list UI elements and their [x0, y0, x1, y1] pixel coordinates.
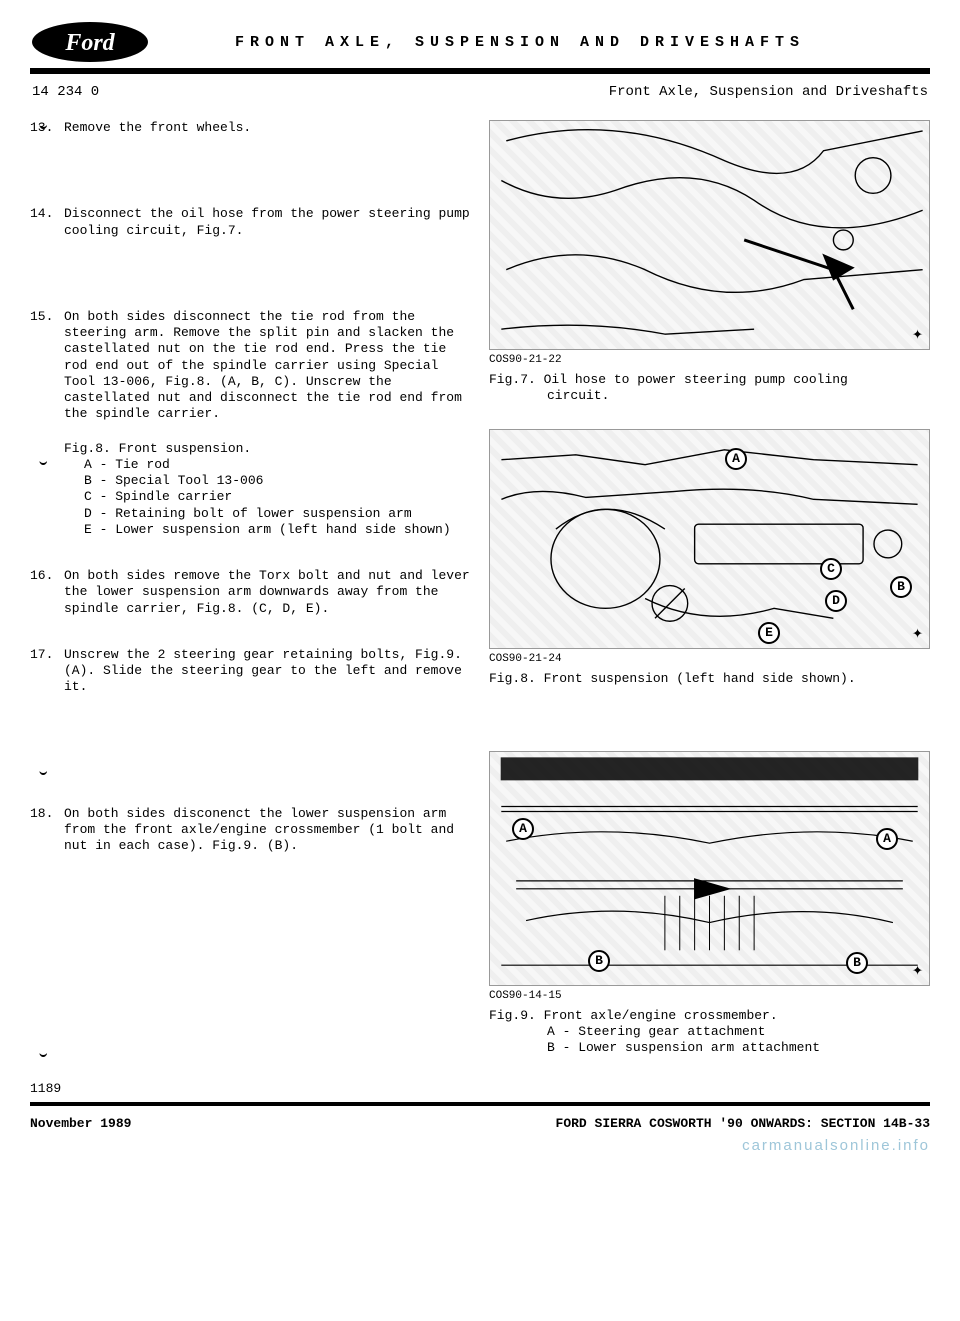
caption-lead: Fig.9. Front axle/engine crossmember.	[489, 1008, 778, 1023]
page-header: Ford FRONT AXLE, SUSPENSION AND DRIVESHA…	[30, 20, 930, 64]
step-text: Disconnect the oil hose from the power s…	[64, 206, 471, 239]
step-14: 14. Disconnect the oil hose from the pow…	[30, 206, 471, 239]
step-18: 18. On both sides disconenct the lower s…	[30, 806, 471, 855]
caption-a: A - Steering gear attachment	[489, 1024, 765, 1039]
step-13: 13. Remove the front wheels.	[30, 120, 471, 136]
legend-item-b: B - Special Tool 13-006	[64, 473, 471, 489]
label-a: A	[725, 448, 747, 470]
step-text: On both sides remove the Torx bolt and n…	[64, 568, 471, 617]
step-text: On both sides disconnect the tie rod fro…	[64, 309, 471, 423]
right-column: ✦ COS90-21-22 Fig.7. Oil hose to power s…	[489, 120, 930, 1061]
legend-item-c: C - Spindle carrier	[64, 489, 471, 505]
caption-line1: Fig.7. Oil hose to power steering pump c…	[489, 372, 848, 387]
caption-b: B - Lower suspension arm attachment	[489, 1040, 820, 1055]
figure-8-drawing	[490, 430, 929, 648]
step-number: 17.	[30, 647, 64, 696]
legend-title: Fig.8. Front suspension.	[64, 441, 471, 457]
svg-text:Ford: Ford	[64, 30, 115, 56]
step-15: 15. On both sides disconnect the tie rod…	[30, 309, 471, 423]
figure-9-caption: Fig.9. Front axle/engine crossmember. A …	[489, 1008, 930, 1057]
step-text: Unscrew the 2 steering gear retaining bo…	[64, 647, 471, 696]
fig8-legend: Fig.8. Front suspension. A - Tie rod B -…	[64, 441, 471, 539]
label-a: A	[876, 828, 898, 850]
page-code: 14 234 0	[32, 84, 99, 100]
figure-7-drawing	[490, 121, 929, 349]
binding-mark: ⌣	[39, 760, 48, 785]
label-b: B	[890, 576, 912, 598]
section-title: FRONT AXLE, SUSPENSION AND DRIVESHAFTS	[150, 34, 930, 51]
figure-9: A A B B ✦	[489, 751, 930, 986]
legend-item-e: E - Lower suspension arm (left hand side…	[64, 522, 471, 538]
binding-mark: ⌣	[39, 1042, 48, 1067]
legend-item-d: D - Retaining bolt of lower suspension a…	[64, 506, 471, 522]
ford-logo: Ford	[30, 20, 150, 64]
subheader: 14 234 0 Front Axle, Suspension and Driv…	[30, 84, 930, 100]
step-17: 17. Unscrew the 2 steering gear retainin…	[30, 647, 471, 696]
step-16: 16. On both sides remove the Torx bolt a…	[30, 568, 471, 617]
binding-mark: ⌣	[39, 450, 48, 475]
watermark: carmanualsonline.info	[30, 1137, 930, 1154]
figure-9-drawing	[490, 752, 929, 985]
figure-8-caption: Fig.8. Front suspension (left hand side …	[489, 671, 930, 687]
figure-7: ✦	[489, 120, 930, 350]
footer-date: November 1989	[30, 1116, 131, 1131]
label-b: B	[588, 950, 610, 972]
step-number: 18.	[30, 806, 64, 855]
figure-7-caption: Fig.7. Oil hose to power steering pump c…	[489, 372, 930, 405]
label-e: E	[758, 622, 780, 644]
step-number: 14.	[30, 206, 64, 239]
label-d: D	[825, 590, 847, 612]
page-subtitle: Front Axle, Suspension and Driveshafts	[609, 84, 928, 100]
step-text: On both sides disconenct the lower suspe…	[64, 806, 471, 855]
figure-7-ref: COS90-21-22	[489, 354, 930, 366]
step-text: Remove the front wheels.	[64, 120, 471, 136]
footer-top: 1189	[30, 1081, 930, 1096]
content-area: ⌣ 13. Remove the front wheels. 14. Disco…	[30, 120, 930, 1061]
binding-mark: ⌣	[39, 114, 48, 139]
left-column: ⌣ 13. Remove the front wheels. 14. Disco…	[30, 120, 471, 1061]
footer-bottom: November 1989 FORD SIERRA COSWORTH '90 O…	[30, 1116, 930, 1131]
north-arrow-icon: ✦	[912, 323, 923, 345]
legend-item-a: A - Tie rod	[64, 457, 471, 473]
header-divider	[30, 68, 930, 74]
page-number: 1189	[30, 1081, 61, 1096]
step-number: 16.	[30, 568, 64, 617]
footer-doc-ref: FORD SIERRA COSWORTH '90 ONWARDS: SECTIO…	[556, 1116, 930, 1131]
footer-divider	[30, 1102, 930, 1106]
figure-9-ref: COS90-14-15	[489, 990, 930, 1002]
spacer	[489, 711, 930, 751]
label-c: C	[820, 558, 842, 580]
figure-8: A C B D E ✦	[489, 429, 930, 649]
label-b: B	[846, 952, 868, 974]
step-number: 15.	[30, 309, 64, 423]
north-arrow-icon: ✦	[912, 622, 923, 644]
north-arrow-icon: ✦	[912, 959, 923, 981]
label-a: A	[512, 818, 534, 840]
caption-line2: circuit.	[489, 388, 609, 403]
figure-8-ref: COS90-21-24	[489, 653, 930, 665]
